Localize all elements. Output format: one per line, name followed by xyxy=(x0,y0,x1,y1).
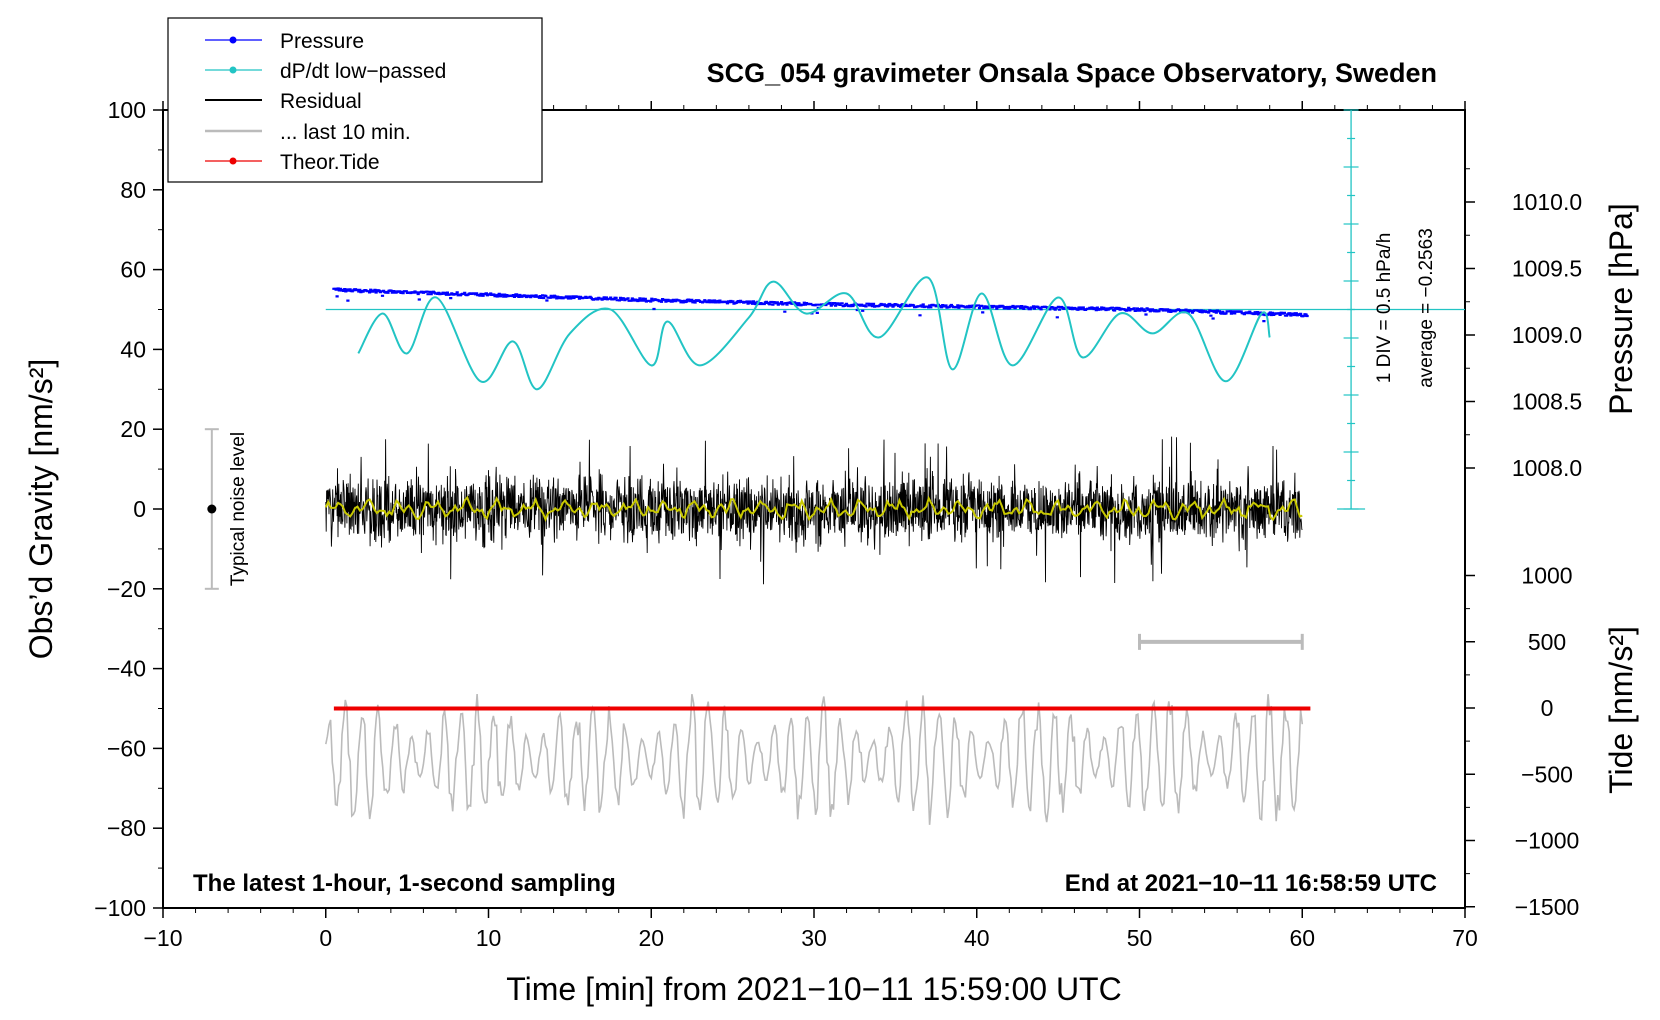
pressure-tick-label: 1008.5 xyxy=(1512,389,1582,415)
reference-lines xyxy=(204,109,1465,650)
x-tick-label: 10 xyxy=(476,925,502,951)
residual-smoothed-line xyxy=(324,495,1303,523)
y-axis-label-left: Obs’d Gravity [nm/s²] xyxy=(23,359,59,660)
dpdt-scale-label: 1 DIV = 0.5 hPa/h xyxy=(1374,233,1395,384)
tide-tick-label: −1500 xyxy=(1515,894,1580,920)
y-tick-label: 40 xyxy=(120,336,146,362)
x-tick-label: 30 xyxy=(801,925,827,951)
pressure-tick-label: 1009.5 xyxy=(1512,256,1582,282)
noise-level-label: Typical noise level xyxy=(228,432,249,586)
y-tick-label: −20 xyxy=(107,576,146,602)
y-tick-label: 80 xyxy=(120,177,146,203)
last-10-min-line xyxy=(325,694,1304,825)
tide-tick-label: 1000 xyxy=(1521,563,1572,589)
note-left: The latest 1-hour, 1-second sampling xyxy=(193,870,616,897)
noise-level-dot xyxy=(207,504,217,514)
last-10-min-series xyxy=(325,694,1304,825)
axis-labels: −10 0 10 20 30 40 50 60 70100806040200−20−40−60−… xyxy=(94,97,1582,951)
y-axis-label-pressure: Pressure [hPa] xyxy=(1603,203,1639,415)
x-tick-label: 20 xyxy=(638,925,664,951)
legend-pressure-label: Pressure xyxy=(280,30,364,53)
dpdt-average-label: average = −0.2563 xyxy=(1416,228,1437,388)
pressure-tick-label: 1008.0 xyxy=(1512,455,1582,481)
pressure-points xyxy=(332,287,1309,323)
legend-last10-label: ... last 10 min. xyxy=(280,121,411,144)
legend-dpdt-label: dP/dt low−passed xyxy=(280,60,446,83)
y-tick-label: −40 xyxy=(107,656,146,682)
y-axis-label-tide: Tide [nm/s²] xyxy=(1603,626,1639,794)
tide-tick-label: −1000 xyxy=(1515,828,1580,854)
y-tick-label: 100 xyxy=(108,97,146,123)
legend-tide-marker xyxy=(229,157,237,165)
tide-tick-label: 0 xyxy=(1541,695,1554,721)
x-tick-label: 60 xyxy=(1289,925,1315,951)
y-tick-label: 20 xyxy=(120,416,146,442)
y-tick-label: 0 xyxy=(133,496,146,522)
x-tick-label: 0 xyxy=(319,925,332,951)
y-tick-label: −80 xyxy=(107,815,146,841)
x-axis-label: Time [min] from 2021−10−11 15:59:00 UTC xyxy=(506,971,1121,1007)
x-tick-label: −10 xyxy=(143,925,182,951)
chart-title: SCG_054 gravimeter Onsala Space Observat… xyxy=(707,58,1437,88)
x-tick-label: 70 xyxy=(1452,925,1478,951)
residual-series xyxy=(324,436,1303,585)
x-tick-label: 50 xyxy=(1127,925,1153,951)
tide-tick-label: 500 xyxy=(1528,629,1566,655)
legend-dpdt-marker xyxy=(229,66,237,74)
pressure-series xyxy=(332,287,1309,323)
pressure-tick-label: 1010.0 xyxy=(1512,189,1582,215)
legend-pressure-marker xyxy=(229,36,237,44)
y-tick-label: 60 xyxy=(120,257,146,283)
legend-residual-label: Residual xyxy=(280,90,362,113)
x-tick-label: 40 xyxy=(964,925,990,951)
dpdt-series xyxy=(357,276,1271,391)
y-tick-label: −100 xyxy=(94,895,146,921)
legend-tide-label: Theor.Tide xyxy=(280,151,380,174)
legend: Pressure dP/dt low−passed Residual ... l… xyxy=(167,17,543,183)
y-tick-label: −60 xyxy=(107,735,146,761)
dpdt-line xyxy=(357,276,1271,391)
pressure-tick-label: 1009.0 xyxy=(1512,322,1582,348)
tide-tick-label: −500 xyxy=(1521,761,1573,787)
note-right: End at 2021−10−11 16:58:59 UTC xyxy=(1065,870,1437,897)
residual-line xyxy=(325,436,1303,585)
